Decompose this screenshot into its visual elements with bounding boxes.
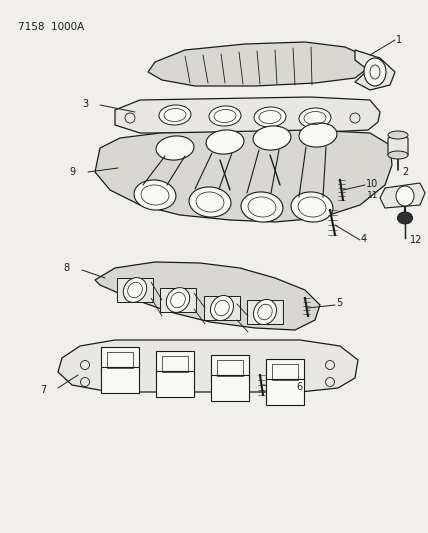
Text: 2: 2	[402, 167, 408, 177]
Ellipse shape	[206, 130, 244, 154]
Ellipse shape	[253, 300, 276, 325]
Polygon shape	[160, 288, 196, 312]
Text: 1: 1	[396, 35, 402, 45]
Polygon shape	[101, 347, 139, 373]
Ellipse shape	[166, 288, 190, 312]
Text: 8: 8	[64, 263, 70, 273]
Polygon shape	[211, 375, 249, 401]
Text: 6: 6	[296, 382, 302, 392]
Ellipse shape	[388, 131, 408, 139]
Ellipse shape	[299, 108, 331, 128]
Polygon shape	[247, 300, 283, 324]
Ellipse shape	[254, 107, 286, 127]
Text: 3: 3	[82, 99, 88, 109]
Polygon shape	[266, 379, 304, 405]
Ellipse shape	[241, 192, 283, 222]
Polygon shape	[101, 367, 139, 393]
Ellipse shape	[211, 295, 234, 320]
Ellipse shape	[134, 180, 176, 210]
Ellipse shape	[189, 187, 231, 217]
Ellipse shape	[299, 123, 337, 147]
Ellipse shape	[209, 106, 241, 126]
Polygon shape	[95, 130, 392, 222]
Text: 5: 5	[336, 298, 342, 308]
Text: 11: 11	[366, 191, 378, 200]
Text: 7158  1000A: 7158 1000A	[18, 22, 84, 32]
Polygon shape	[211, 355, 249, 381]
Ellipse shape	[291, 192, 333, 222]
Polygon shape	[204, 296, 240, 320]
Ellipse shape	[396, 186, 414, 206]
Ellipse shape	[364, 58, 386, 86]
Ellipse shape	[398, 212, 413, 224]
Text: 9: 9	[70, 167, 76, 177]
Polygon shape	[266, 359, 304, 385]
Polygon shape	[388, 135, 408, 158]
Text: 4: 4	[361, 234, 367, 244]
Polygon shape	[117, 278, 153, 302]
Polygon shape	[380, 183, 425, 208]
Ellipse shape	[123, 278, 147, 302]
Text: 10: 10	[366, 179, 378, 189]
Polygon shape	[58, 340, 358, 392]
Text: 12: 12	[410, 235, 422, 245]
Polygon shape	[355, 50, 395, 90]
Ellipse shape	[253, 126, 291, 150]
Polygon shape	[156, 351, 194, 377]
Ellipse shape	[156, 136, 194, 160]
Polygon shape	[156, 371, 194, 397]
Ellipse shape	[159, 105, 191, 125]
Polygon shape	[115, 97, 380, 133]
Polygon shape	[148, 42, 368, 86]
Ellipse shape	[388, 151, 408, 159]
Polygon shape	[95, 262, 320, 330]
Text: 7: 7	[40, 385, 46, 395]
